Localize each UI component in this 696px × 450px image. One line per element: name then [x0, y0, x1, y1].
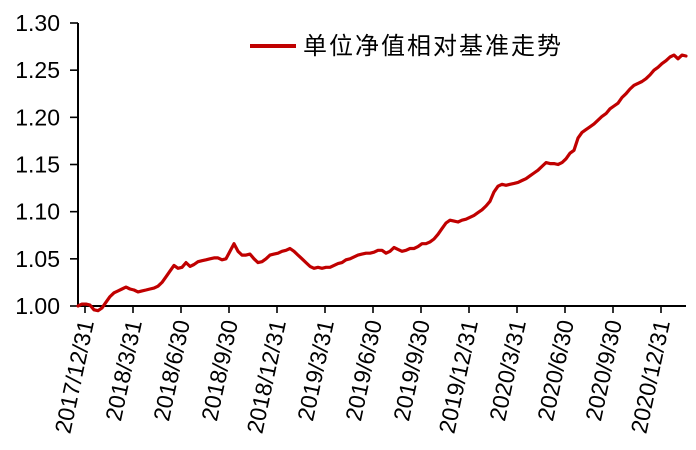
x-tick-label: 2019/3/31	[292, 318, 339, 423]
x-tick-label: 2020/6/30	[532, 318, 579, 423]
x-tick-label: 2018/12/31	[242, 318, 291, 436]
y-tick-label: 1.15	[15, 152, 60, 178]
legend: 单位净值相对基准走势	[250, 34, 563, 58]
x-tick-label: 2017/12/31	[50, 318, 99, 436]
series-line	[76, 53, 688, 313]
x-tick-label: 2020/12/31	[626, 318, 675, 436]
x-tick-label: 2018/9/30	[196, 318, 243, 423]
legend-label: 单位净值相对基准走势	[303, 32, 563, 60]
y-tick-label: 1.00	[15, 293, 60, 319]
y-tick-label: 1.20	[15, 104, 60, 130]
x-tick-label: 2018/6/30	[148, 318, 195, 423]
x-tick-label: 2019/9/30	[388, 318, 435, 423]
x-tick-label: 2018/3/31	[100, 318, 147, 423]
legend-line-swatch	[250, 44, 296, 48]
y-axis: 1.00 1.05 1.10 1.15 1.20 1.25 1.30	[15, 10, 79, 319]
x-tick-label: 2020/9/30	[580, 318, 627, 423]
y-tick-label: 1.25	[15, 57, 60, 83]
y-tick-label: 1.30	[15, 10, 60, 36]
x-tick-label: 2019/6/30	[340, 318, 387, 423]
y-tick-label: 1.10	[15, 199, 60, 225]
x-tick-label: 2020/3/31	[484, 318, 531, 423]
y-tick-label: 1.05	[15, 246, 60, 272]
x-axis: 2017/12/31 2018/3/31 2018/6/30 2018/9/30201…	[50, 305, 686, 436]
x-tick-label: 2019/12/31	[434, 318, 483, 436]
